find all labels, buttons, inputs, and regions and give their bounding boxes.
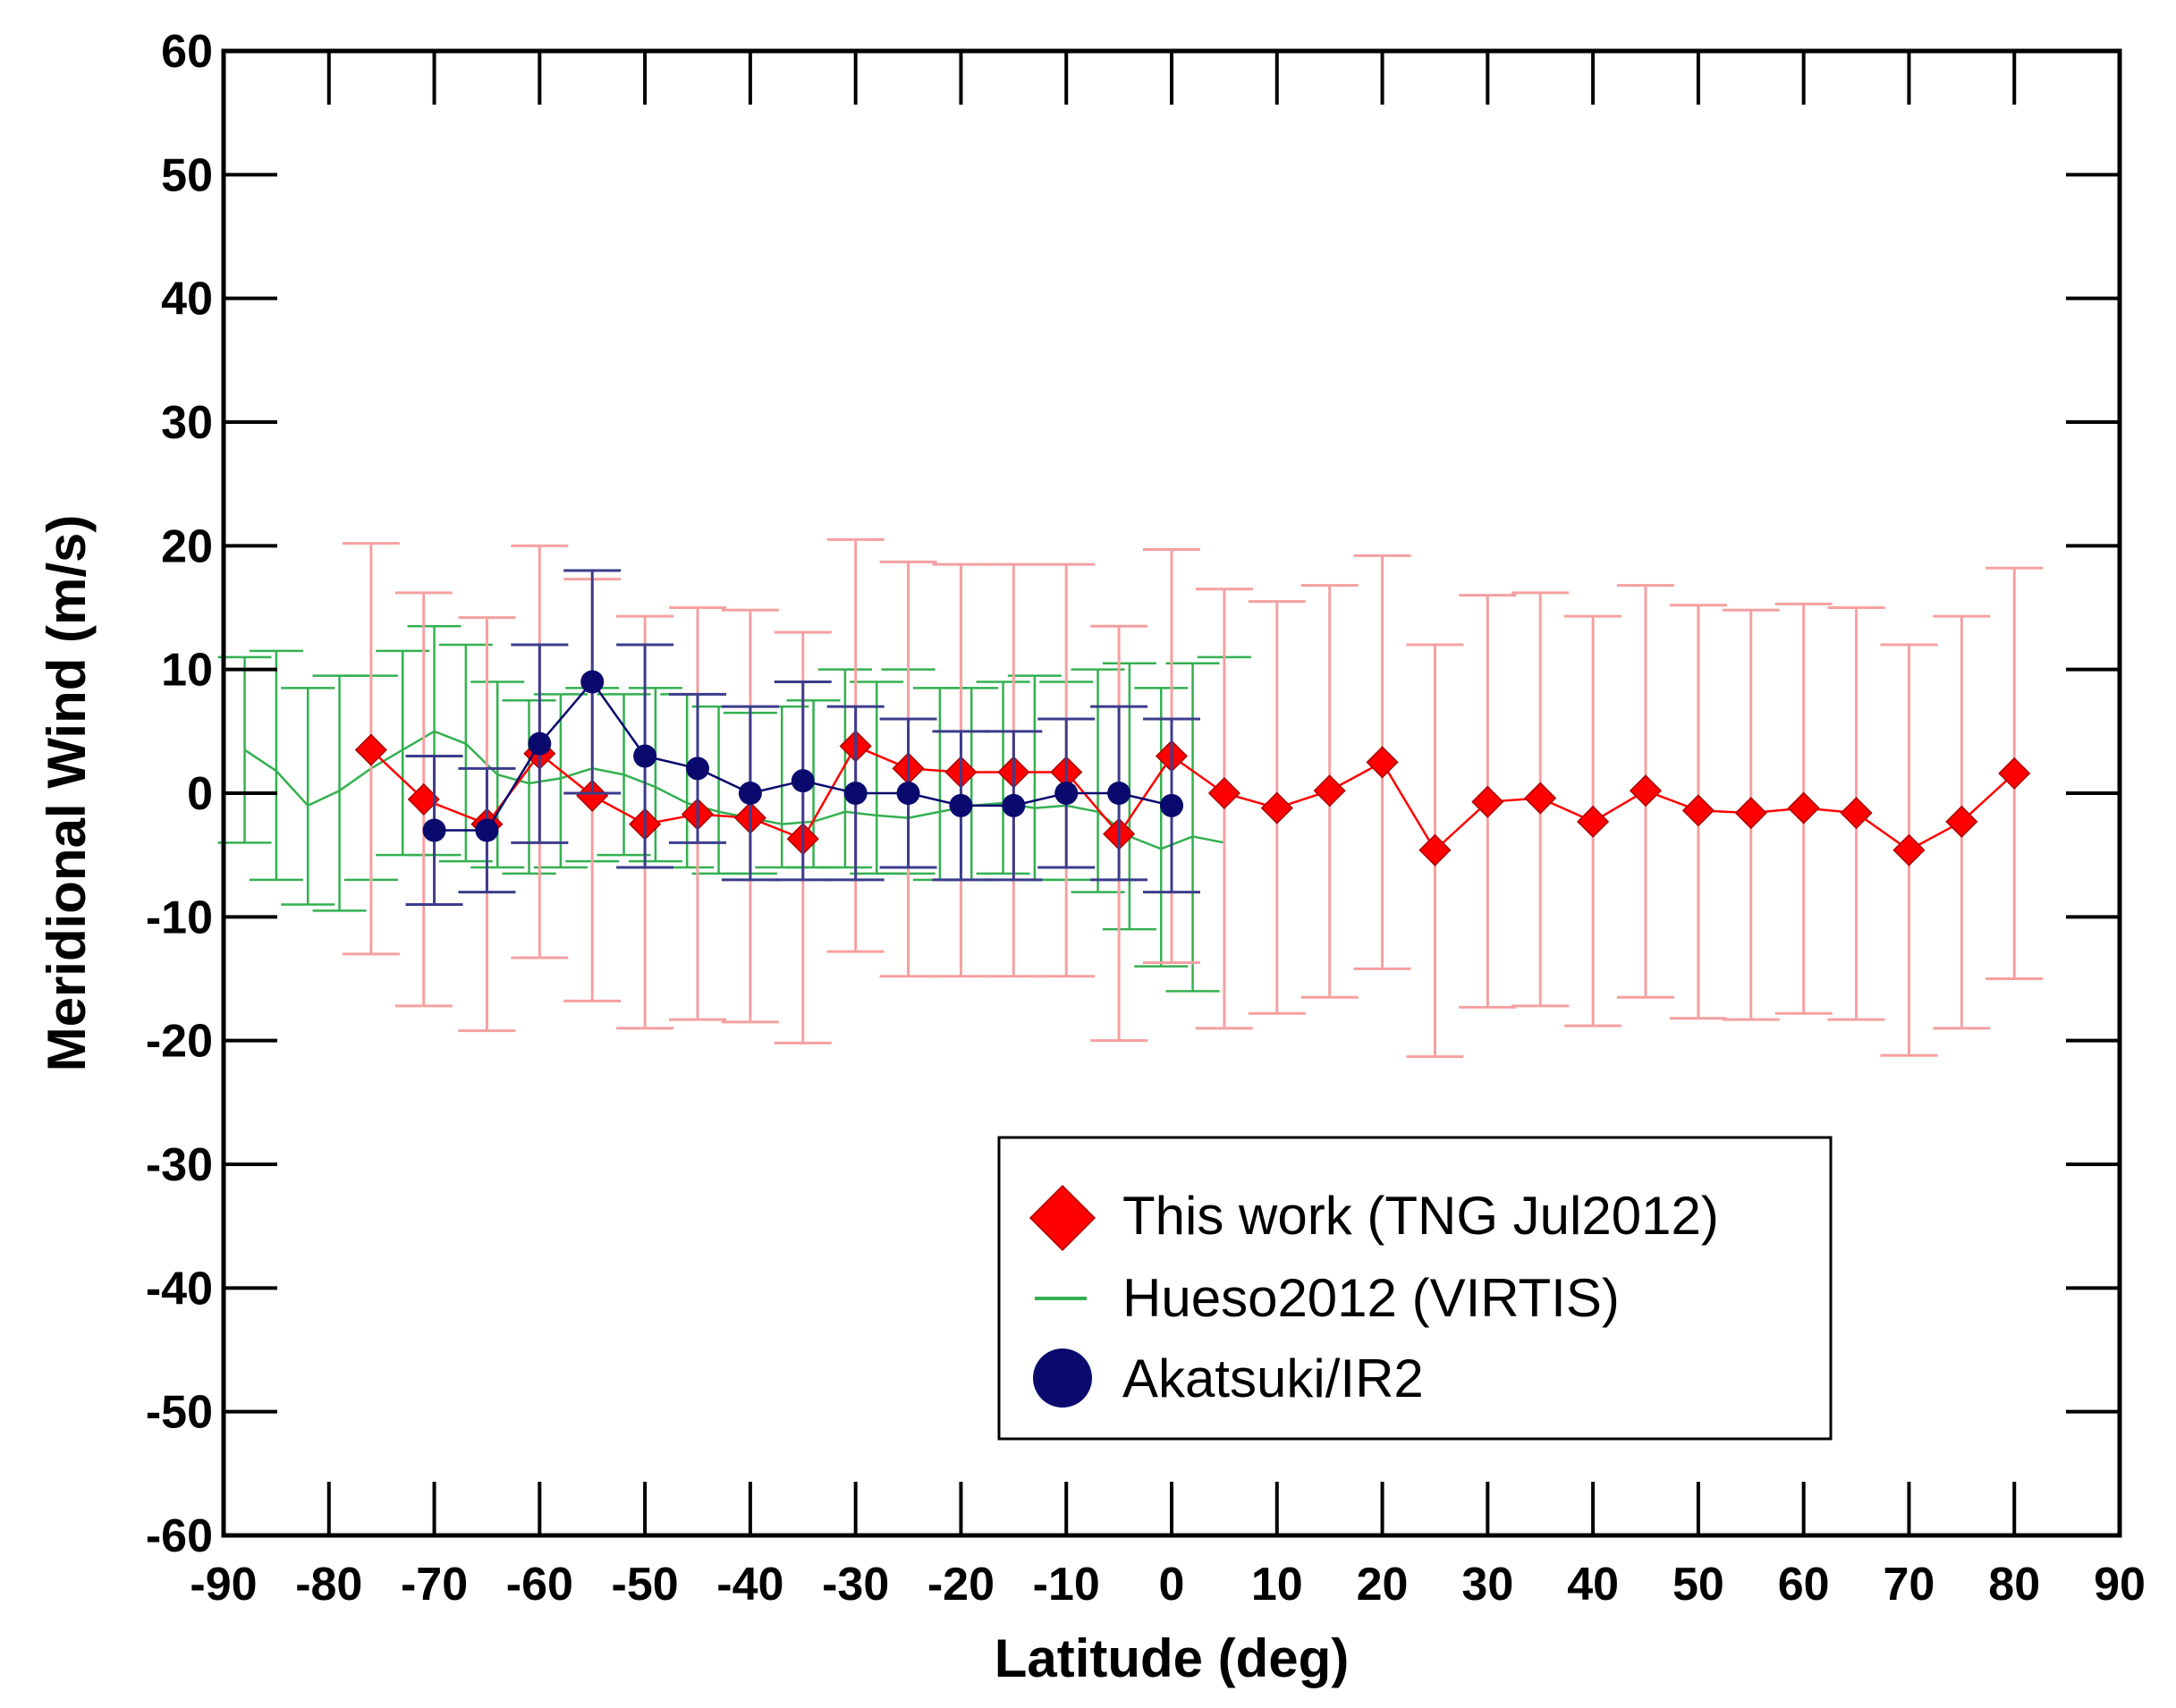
this-work-point <box>1734 797 1767 830</box>
legend-label-akatsuki: Akatsuki/IR2 <box>1122 1349 1424 1408</box>
this-work-point <box>1998 757 2031 790</box>
legend-marker-diamond <box>1029 1184 1096 1252</box>
plot-frame <box>221 48 2122 1538</box>
this-work-point <box>1313 774 1346 807</box>
akatsuki-point <box>791 769 815 793</box>
x-tick-label: -20 <box>927 1559 995 1611</box>
this-work-point <box>1892 833 1926 867</box>
hueso2012-series-line <box>243 730 1225 850</box>
x-tick-label: -30 <box>822 1559 889 1611</box>
akatsuki-point <box>738 782 762 805</box>
y-tick-label: -50 <box>146 1387 213 1439</box>
akatsuki-point <box>580 670 605 694</box>
y-tick-label: -60 <box>146 1510 213 1562</box>
akatsuki-point <box>949 793 973 817</box>
y-tick-label: 30 <box>161 397 213 449</box>
series-this-work <box>342 537 2044 1059</box>
x-tick-label: -40 <box>716 1559 783 1611</box>
this-work-point <box>1207 776 1240 810</box>
legend: This work (TNG Jul2012) Hueso2012 (VIRTI… <box>997 1136 1833 1441</box>
x-tick-label: 60 <box>1778 1559 1830 1611</box>
legend-diamond-shape <box>1029 1184 1096 1252</box>
x-tick-label: -50 <box>612 1559 679 1611</box>
x-tick-label: 40 <box>1567 1559 1619 1611</box>
this-work-point <box>1260 791 1293 824</box>
x-tick-label: 10 <box>1251 1559 1303 1611</box>
x-axis-title: Latitude (deg) <box>995 1628 1350 1688</box>
akatsuki-point <box>475 818 499 842</box>
x-tick-label: 90 <box>2094 1559 2146 1611</box>
this-work-point <box>1577 805 1610 838</box>
this-work-point <box>354 733 387 766</box>
this-work-point <box>1787 791 1820 824</box>
x-tick-label: 70 <box>1884 1559 1935 1611</box>
x-tick-label: -90 <box>190 1559 257 1611</box>
x-tick-label: 80 <box>1988 1559 2040 1611</box>
this-work-point <box>1366 746 1399 779</box>
x-tick-label: 20 <box>1357 1559 1409 1611</box>
akatsuki-point <box>528 731 552 756</box>
akatsuki-point <box>1107 782 1131 805</box>
legend-marker-circle <box>1033 1349 1092 1408</box>
akatsuki-point <box>843 782 868 805</box>
akatsuki-point <box>896 782 920 805</box>
y-tick-label: 20 <box>161 520 213 572</box>
y-tick-label: 50 <box>161 149 213 201</box>
ticks-layer: -90 -80 -70 -60 -50 -40 -30 -20 -10 0 10 20 30 40 50 60… <box>146 26 2146 1611</box>
x-tick-label: -80 <box>295 1559 362 1611</box>
this-work-point <box>576 779 609 812</box>
legend-box <box>997 1136 1833 1441</box>
this-work-point <box>1418 833 1452 867</box>
x-tick-label: 30 <box>1461 1559 1513 1611</box>
this-work-point <box>1629 774 1663 807</box>
y-tick-label: 0 <box>187 768 213 820</box>
this-work-point <box>1524 782 1557 815</box>
akatsuki-point <box>1160 793 1183 817</box>
this-work-point <box>1471 785 1504 818</box>
akatsuki-point <box>686 757 709 781</box>
y-axis-title: Meridional Wind (m/s) <box>37 515 97 1072</box>
y-tick-label: -40 <box>146 1263 213 1315</box>
legend-label-this-work: This work (TNG Jul2012) <box>1122 1186 1719 1246</box>
x-tick-label: -60 <box>506 1559 573 1611</box>
y-tick-label: -20 <box>146 1016 213 1068</box>
this-work-point <box>1945 805 1978 838</box>
x-tick-label: 0 <box>1159 1559 1185 1611</box>
akatsuki-point <box>1002 793 1026 817</box>
y-tick-label: -10 <box>146 892 213 943</box>
x-tick-label: -10 <box>1033 1559 1100 1611</box>
y-tick-label: -30 <box>146 1139 213 1191</box>
x-tick-label: -70 <box>401 1559 468 1611</box>
y-tick-label: 60 <box>161 26 213 78</box>
akatsuki-point <box>422 818 446 842</box>
y-tick-label: 40 <box>161 274 213 326</box>
series-akatsuki <box>405 569 1200 906</box>
x-tick-label: 50 <box>1672 1559 1724 1611</box>
legend-label-hueso2012: Hueso2012 (VIRTIS) <box>1122 1268 1620 1328</box>
akatsuki-point <box>633 744 657 768</box>
akatsuki-point <box>1054 782 1079 805</box>
y-tick-label: 10 <box>161 645 213 697</box>
this-work-point <box>1681 794 1715 827</box>
this-work-point <box>1840 797 1873 830</box>
series-layer <box>217 537 2044 1059</box>
